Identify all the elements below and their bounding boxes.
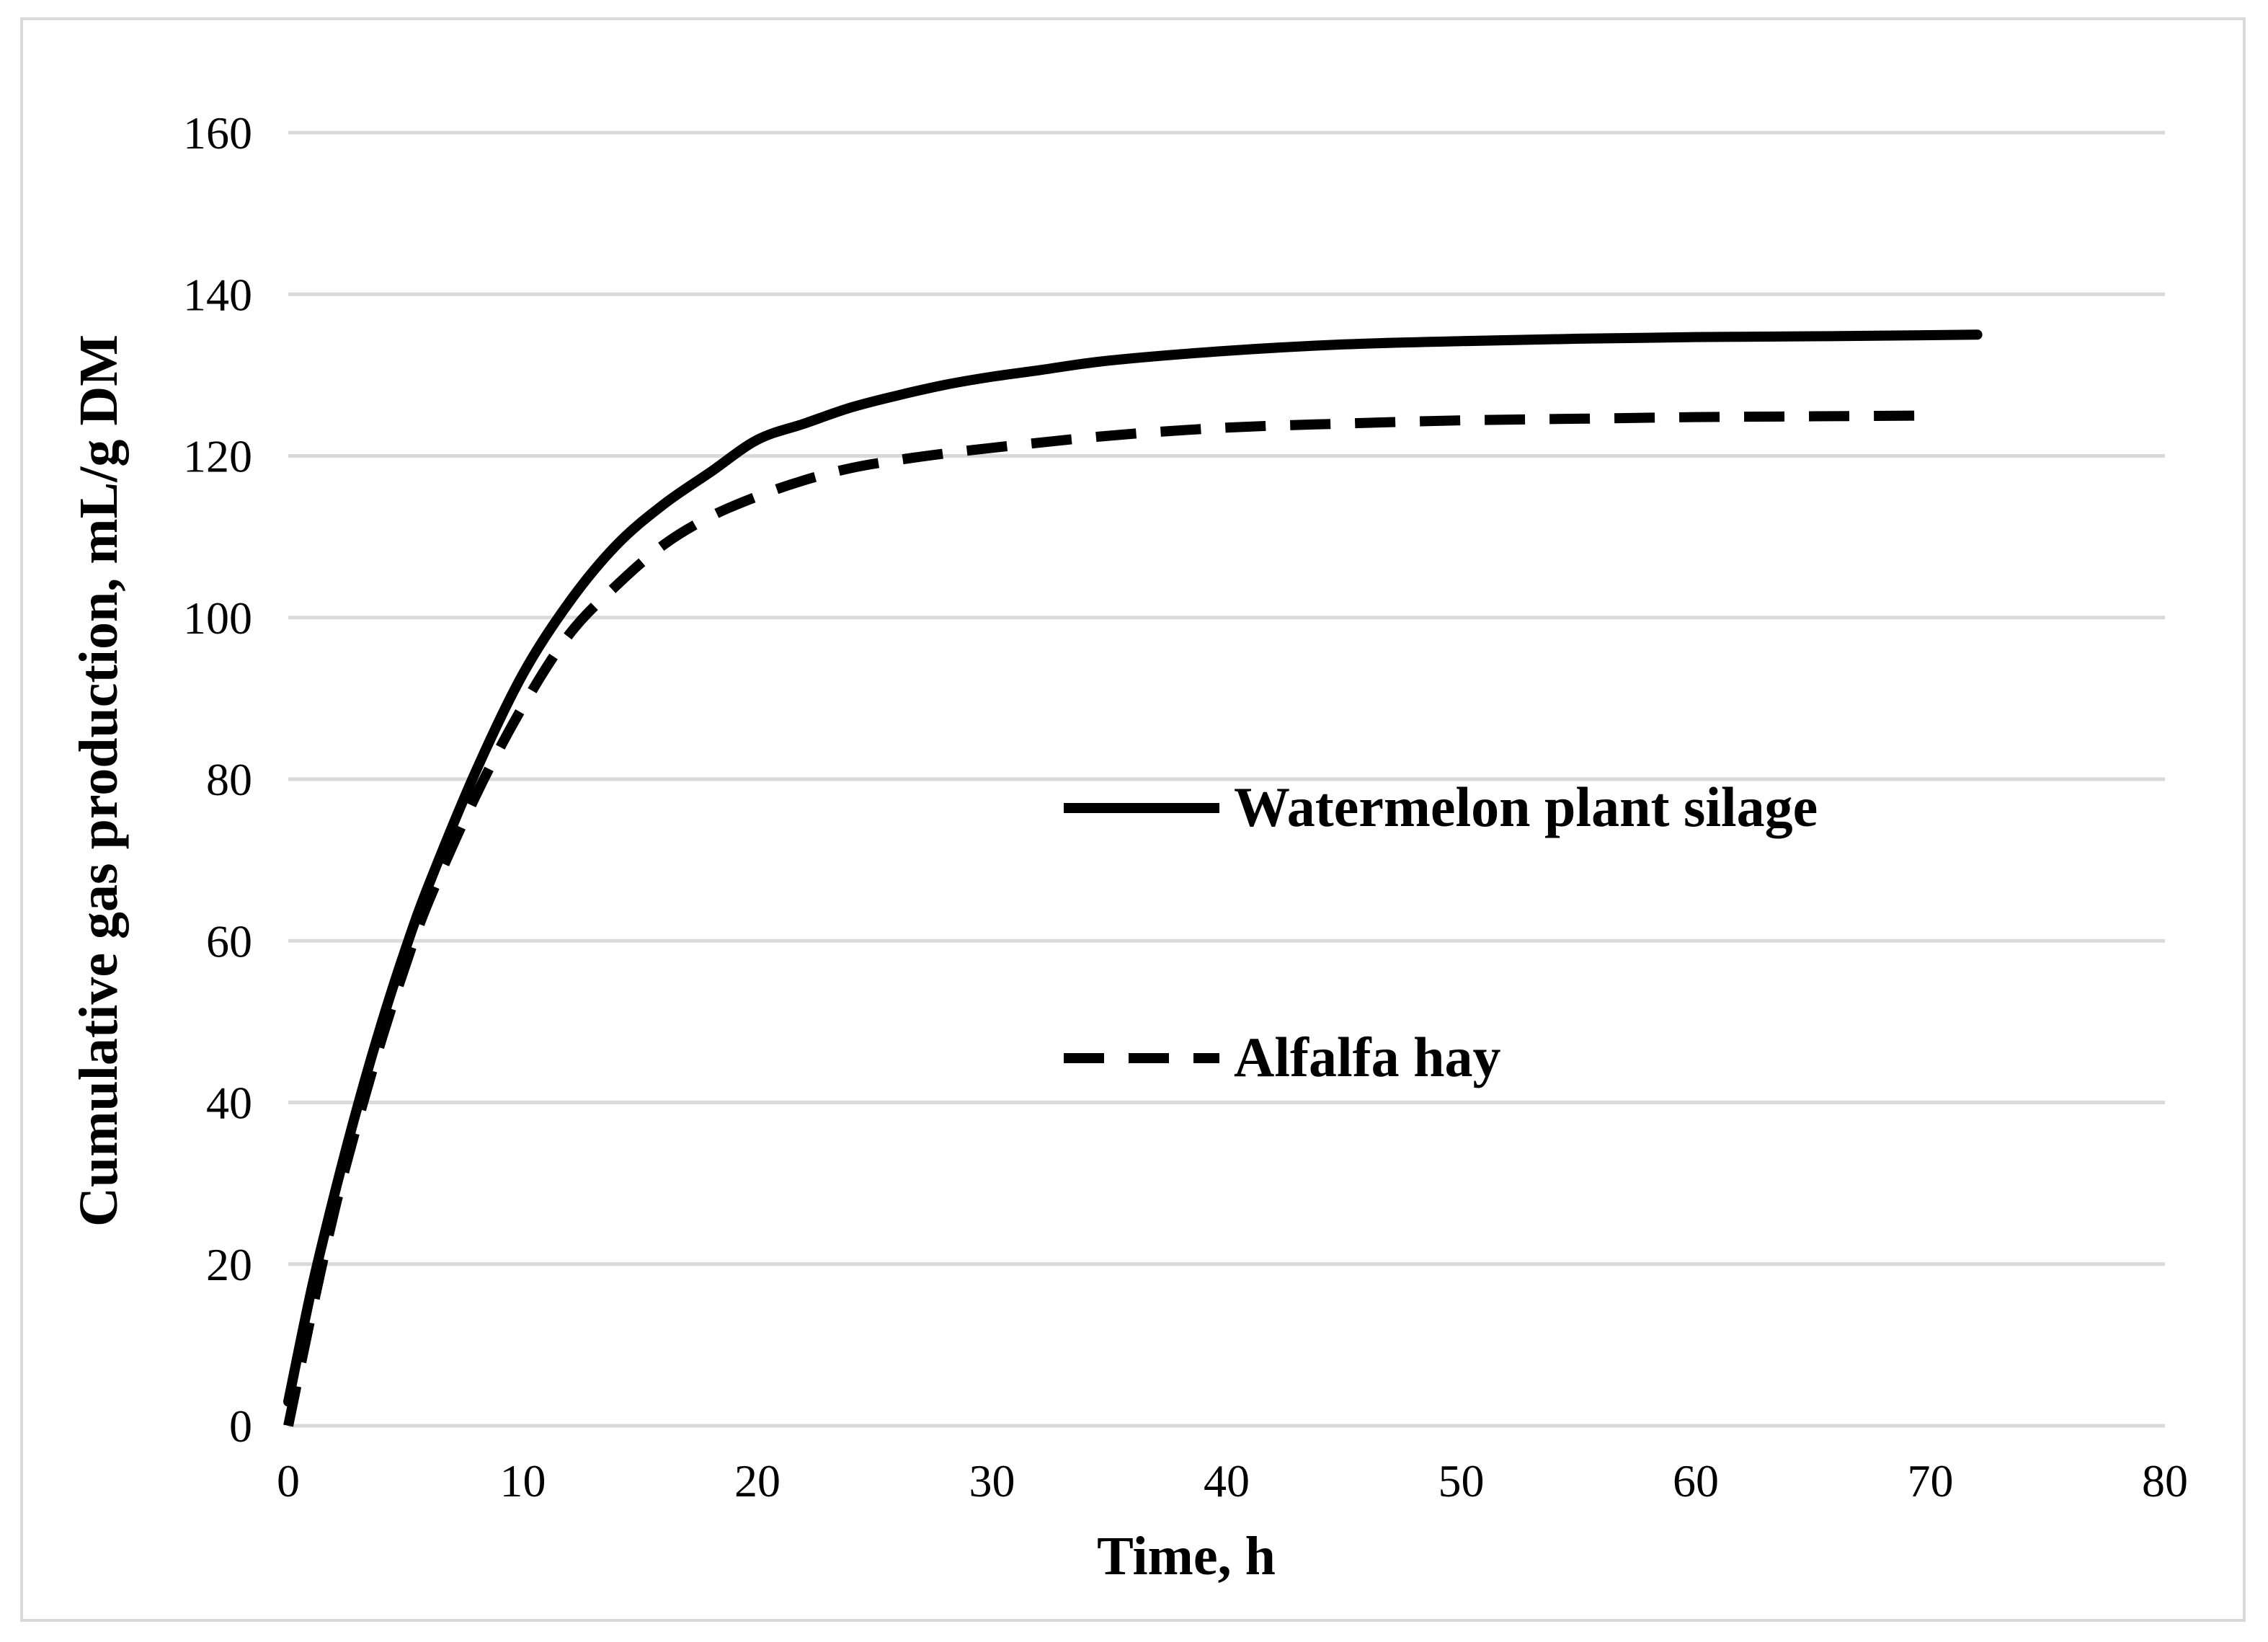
x-tick-label: 50 <box>1438 1455 1485 1506</box>
x-tick-label: 80 <box>2142 1455 2188 1506</box>
y-tick-label: 100 <box>183 593 252 644</box>
y-tick-label: 20 <box>206 1239 252 1290</box>
series-line-alfalfa-hay <box>283 410 1931 1427</box>
x-tick-label: 60 <box>1673 1455 1719 1506</box>
y-tick-labels: 0 20 40 60 80 100 120 140 160 <box>183 107 252 1452</box>
gridlines <box>288 130 2165 1266</box>
x-tick-label: 30 <box>969 1455 1015 1506</box>
y-tick-label: 160 <box>183 107 252 159</box>
y-axis-title: Cumulative gas production, mL/g DM <box>68 334 129 1227</box>
y-tick-label: 80 <box>206 754 252 805</box>
y-tick-label: 60 <box>206 915 252 967</box>
x-tick-label: 0 <box>277 1455 300 1506</box>
x-tick-label: 10 <box>500 1455 546 1506</box>
legend: Watermelon plant silage Alfalfa hay <box>1064 776 1818 1088</box>
x-tick-labels: 0 10 20 30 40 50 60 70 80 <box>277 1455 2188 1506</box>
x-axis-title: Time, h <box>1097 1526 1276 1586</box>
legend-label-watermelon-plant-silage: Watermelon plant silage <box>1234 776 1818 838</box>
y-tick-label: 0 <box>229 1401 252 1452</box>
y-tick-label: 140 <box>183 269 252 320</box>
x-tick-label: 40 <box>1204 1455 1250 1506</box>
x-tick-label: 20 <box>734 1455 781 1506</box>
chart-frame: 0 20 40 60 80 100 120 140 160 0 10 20 30 40 50 60 70 80 … <box>20 17 2246 1622</box>
series-line-watermelon-plant-silage <box>283 329 1983 1407</box>
y-tick-label: 120 <box>183 431 252 482</box>
legend-label-alfalfa-hay: Alfalfa hay <box>1234 1026 1501 1088</box>
y-tick-label: 40 <box>206 1078 252 1129</box>
data-series <box>283 329 1983 1427</box>
x-tick-label: 70 <box>1908 1455 1954 1506</box>
